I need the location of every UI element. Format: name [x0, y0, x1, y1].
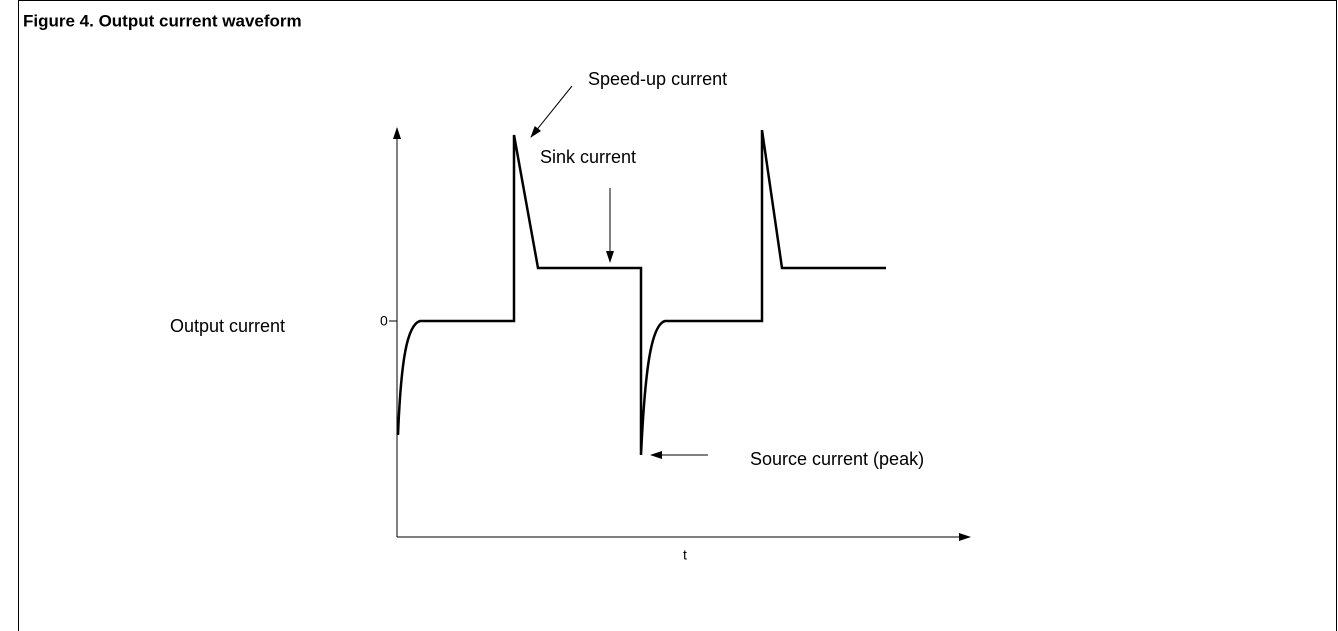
figure-title: Figure 4. Output current waveform [23, 11, 302, 30]
speed-up-label: Speed-up current [588, 69, 727, 89]
speed-up-arrow [530, 85, 573, 138]
frame [18, 0, 1337, 631]
zero-label: 0 [380, 313, 388, 329]
sink-label: Sink current [540, 147, 636, 167]
x-axis-label: t [683, 547, 687, 563]
y-axis-label: Output current [170, 316, 285, 336]
source-label: Source current (peak) [750, 449, 924, 469]
waveform [396, 129, 886, 456]
